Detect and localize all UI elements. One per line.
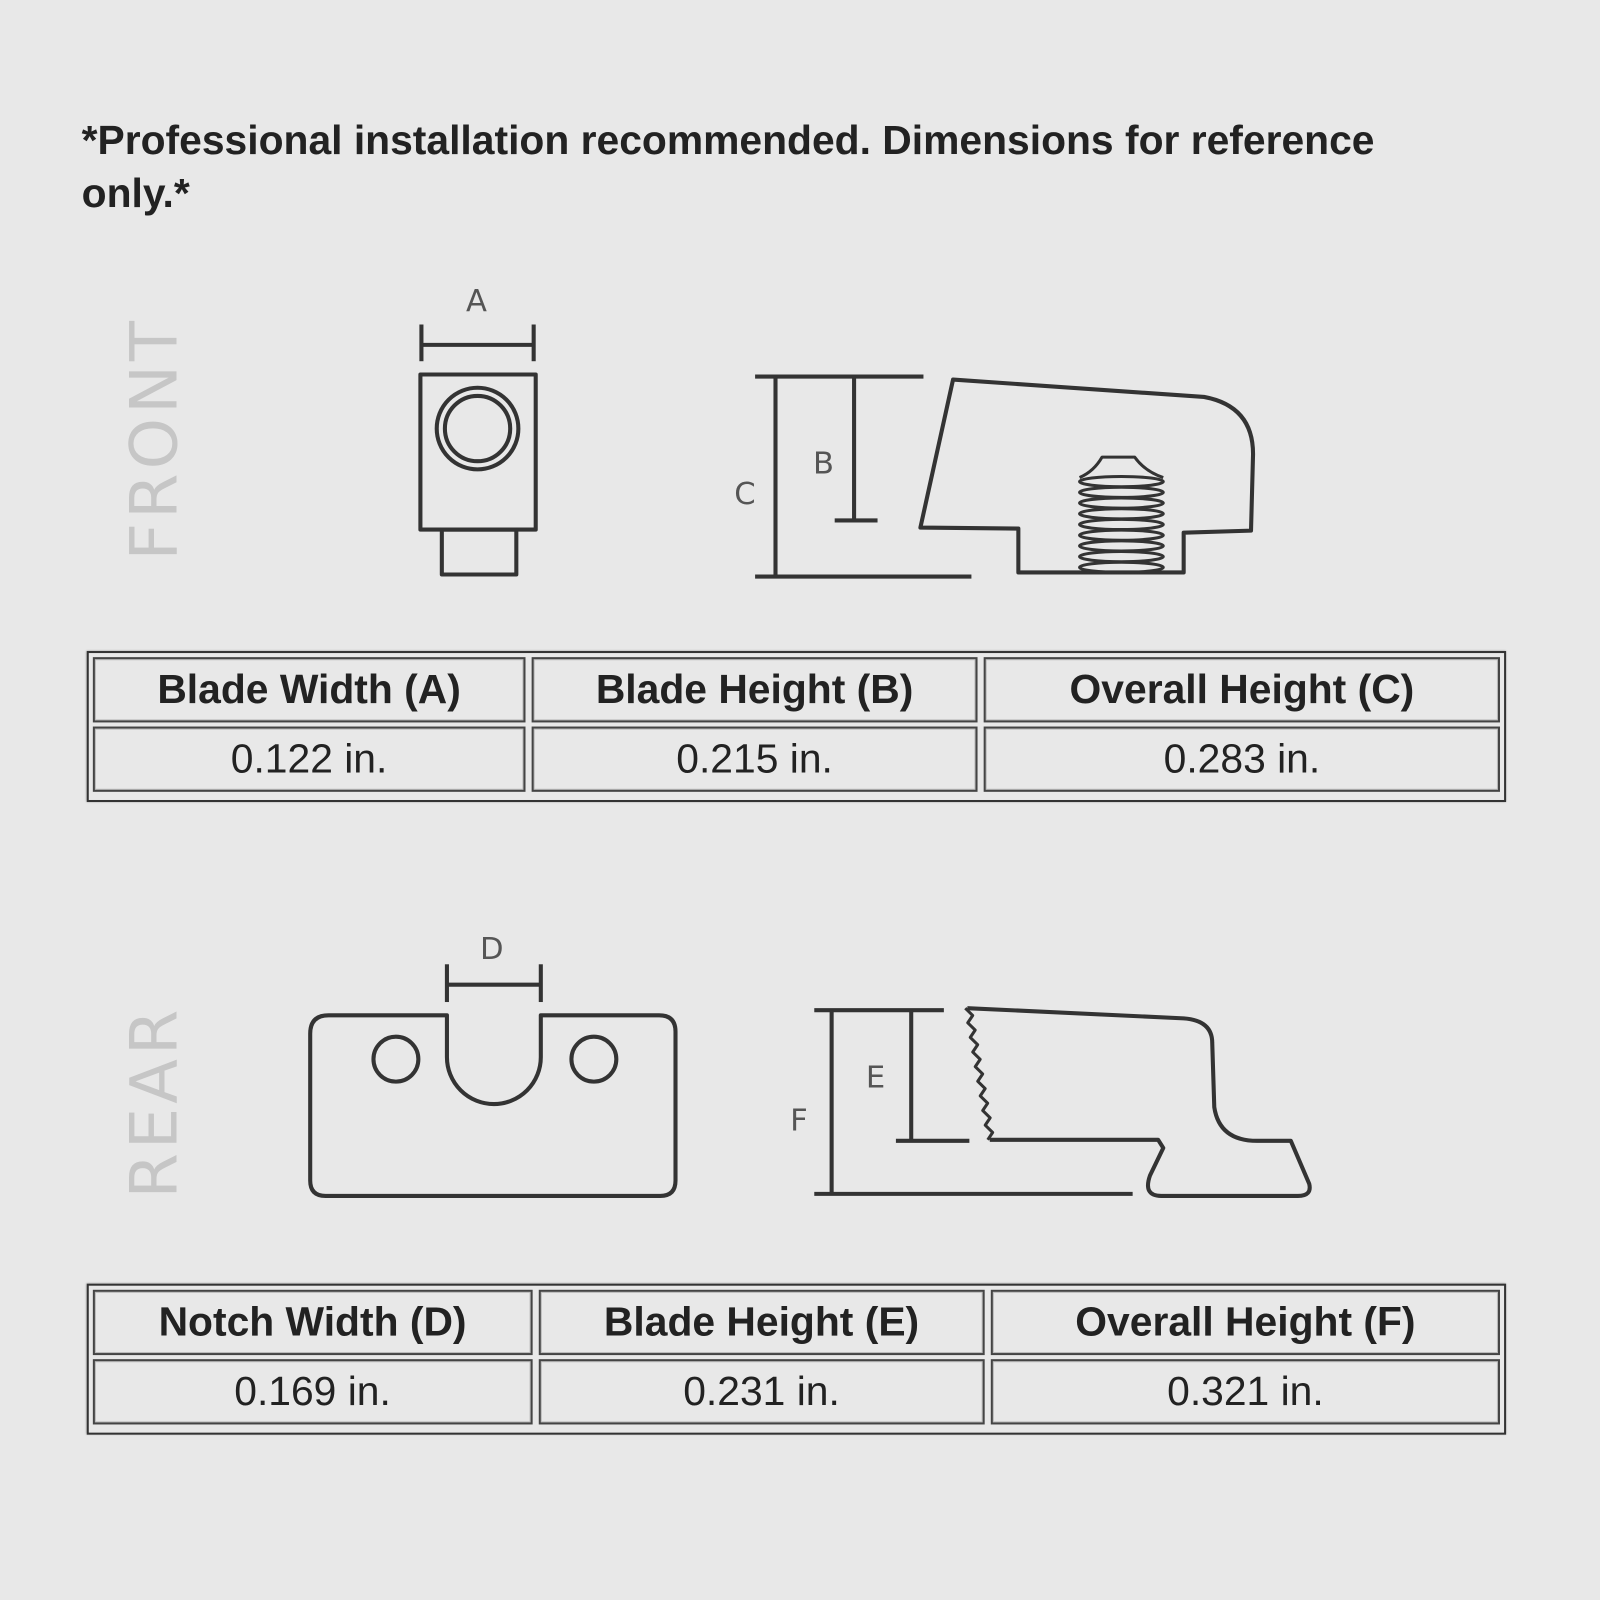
value-blade-width: 0.122 in. [92,726,526,792]
table-value-row: 0.122 in. 0.215 in. 0.283 in. [92,726,1500,792]
value-blade-height: 0.231 in. [538,1359,985,1425]
table-value-row: 0.169 in. 0.231 in. 0.321 in. [92,1359,1500,1425]
thread [1078,528,1165,542]
dimension-label-c: C [734,477,755,512]
header-overall-height: Overall Height (C) [983,657,1500,723]
value-blade-height: 0.215 in. [531,726,978,792]
header-notch-width: Notch Width (D) [92,1289,533,1356]
dimension-label-a: A [466,284,487,319]
thread [1078,539,1165,553]
thread [1078,507,1165,521]
thread [1078,560,1165,574]
rear-sight-side-view [814,1006,1312,1198]
value-notch-width: 0.169 in. [92,1359,533,1425]
thread [1078,549,1165,564]
rear-sight-top-view [308,964,678,1198]
header-blade-width: Blade Width (A) [92,657,526,723]
thread [1078,496,1165,510]
header-blade-height: Blade Height (E) [538,1289,985,1356]
front-dimensions-table: Blade Width (A) Blade Height (B) Overall… [86,651,1507,803]
dimension-label-d: D [480,932,504,967]
front-sight-top-view [418,324,538,577]
dimension-label-e: E [866,1061,885,1096]
installation-note: *Professional installation recommended. … [81,118,1375,217]
value-overall-height: 0.283 in. [983,726,1500,792]
dimension-label-f: F [790,1104,808,1139]
thread [1078,474,1165,489]
front-sight-side-view [755,374,1256,579]
screw-threads [1078,455,1165,574]
value-overall-height: 0.321 in. [990,1359,1500,1425]
thread [1078,517,1165,532]
table-header-row: Notch Width (D) Blade Height (E) Overall… [92,1289,1500,1356]
thread [1078,485,1165,499]
header-blade-height: Blade Height (B) [531,657,978,723]
serrations [964,1007,995,1141]
table-header-row: Blade Width (A) Blade Height (B) Overall… [92,657,1500,723]
rear-dimensions-table: Notch Width (D) Blade Height (E) Overall… [86,1283,1507,1435]
header-overall-height: Overall Height (F) [990,1289,1500,1356]
dimension-label-b: B [813,446,834,481]
